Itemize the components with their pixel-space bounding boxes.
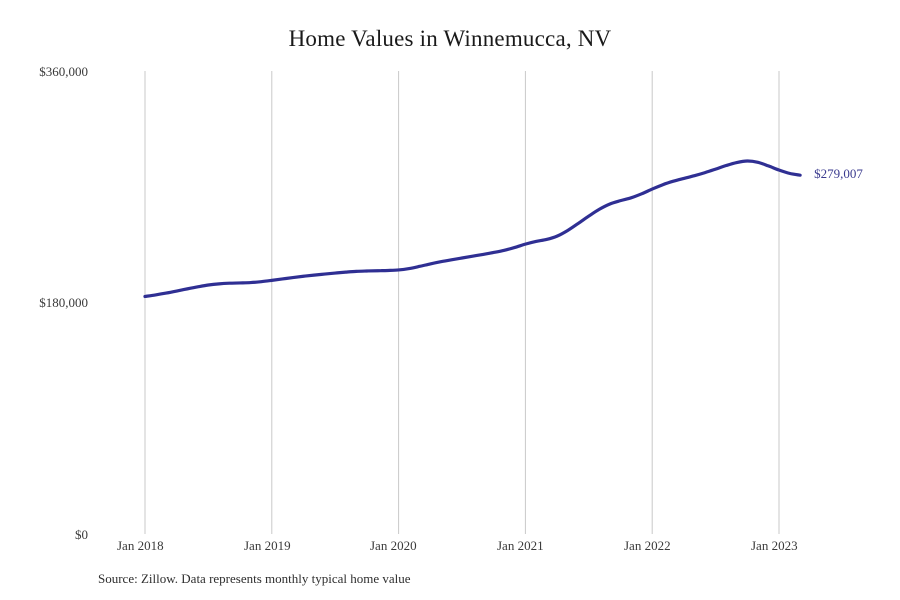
y-axis-tick-label-0: $0 — [75, 527, 88, 542]
x-axis-tick-label-jan-2019: Jan 2019 — [244, 538, 291, 553]
chart-title: Home Values in Winnemucca, NV — [288, 26, 612, 51]
source-note: Source: Zillow. Data represents monthly … — [98, 571, 411, 586]
gridlines — [144, 71, 780, 534]
x-axis-tick-label-jan-2022: Jan 2022 — [624, 538, 671, 553]
x-axis-tick-label-jan-2020: Jan 2020 — [370, 538, 417, 553]
y-axis-tick-label-180000: $180,000 — [39, 295, 88, 310]
x-axis-tick-label-jan-2021: Jan 2021 — [497, 538, 544, 553]
data-series-group — [143, 159, 802, 299]
x-axis-tick-label-jan-2018: Jan 2018 — [117, 538, 164, 553]
end-value-annotation: $279,007 — [814, 166, 863, 182]
y-axis-tick-label-360000: $360,000 — [39, 64, 88, 79]
x-axis-tick-label-jan-2023: Jan 2023 — [751, 538, 798, 553]
data-line-typical-home-value — [143, 159, 802, 299]
